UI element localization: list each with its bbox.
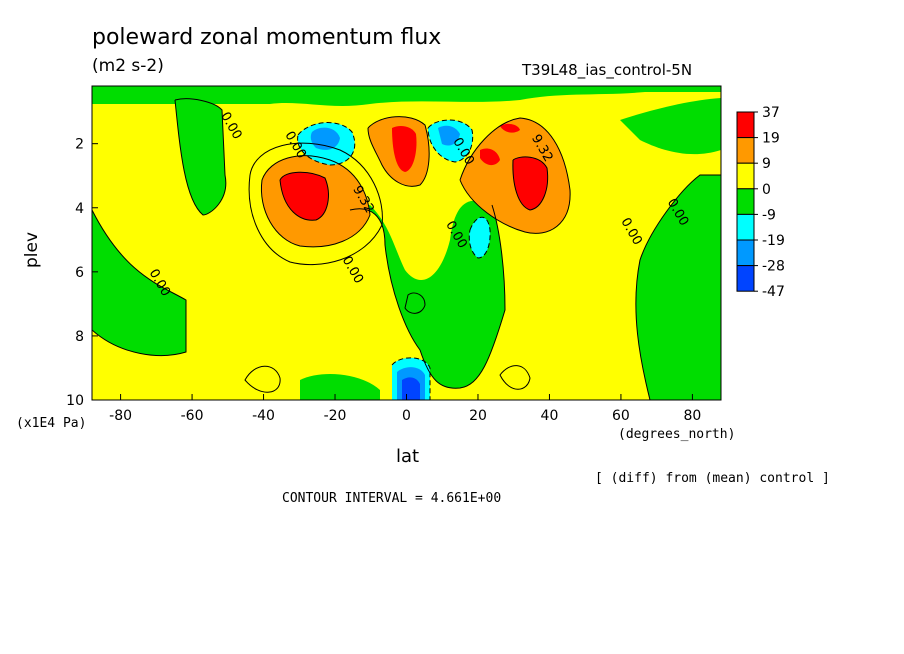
- colorbar-swatch: [736, 111, 755, 139]
- y-tick-label: 6: [75, 265, 84, 281]
- y-tick-label: 2: [75, 137, 84, 153]
- colorbar-label: 37: [762, 105, 780, 121]
- colorbar-label: -47: [762, 284, 785, 300]
- max-red-right: [512, 156, 548, 210]
- contour-interval: CONTOUR INTERVAL = 4.661E+00: [282, 491, 502, 506]
- y-axis: 2 4 6 8 10: [66, 137, 98, 409]
- colorbar-swatch: [736, 137, 755, 164]
- x-tick-label: 0: [402, 408, 411, 424]
- y-tick-label: 4: [75, 201, 84, 217]
- x-tick-label: -20: [324, 408, 347, 424]
- contour-field: [92, 86, 721, 400]
- x-tick-label: 80: [683, 408, 701, 424]
- x-axis: -80 -60 -40 -20 0 20 40 60 80: [109, 394, 701, 424]
- max-red-center: [392, 126, 417, 172]
- colorbar-swatch: [736, 213, 755, 241]
- colorbar-label: 0: [762, 182, 771, 198]
- colorbar-label: 9: [762, 156, 771, 172]
- colorbar-swatch: [736, 265, 755, 292]
- region-neg-right-band: [620, 98, 721, 155]
- region-neg-central: [350, 200, 505, 389]
- negative-contours: [297, 119, 491, 400]
- chart-units: (m2 s-2): [92, 56, 164, 76]
- max-red-right-upper: [500, 123, 520, 133]
- x-tick-label: -80: [109, 408, 132, 424]
- x-tick-label: 60: [612, 408, 630, 424]
- x-tick-label: 40: [541, 408, 559, 424]
- colorbar-label: -19: [762, 233, 785, 249]
- max-red-left: [280, 172, 329, 221]
- max-red-right-mid: [480, 148, 500, 166]
- min-deep-bottom: [402, 377, 420, 400]
- colorbar-label: 19: [762, 131, 780, 147]
- region-neg-left-upper: [175, 98, 226, 215]
- colorbar-swatch: [736, 239, 755, 267]
- colorbar-label: -28: [762, 259, 785, 275]
- region-neg-left-column: [92, 210, 186, 356]
- y-tick-label: 8: [75, 329, 84, 345]
- region-neg-right: [635, 86, 721, 400]
- x-axis-label: lat: [396, 446, 420, 467]
- min-cyan-mid: [469, 217, 491, 258]
- chart-title: poleward zonal momentum flux: [92, 25, 442, 50]
- colorbar-swatch: [736, 162, 755, 190]
- y-tick-label: 10: [66, 393, 84, 409]
- y-axis-unit: (x1E4 Pa): [16, 416, 87, 431]
- min-blue-center: [438, 125, 460, 146]
- colorbar-label: -9: [762, 207, 776, 223]
- colorbar: 37 19 9 0 -9 -19 -28 -47: [736, 105, 785, 300]
- region-neg-upper-band: [92, 86, 721, 106]
- colorbar-swatch: [736, 188, 755, 215]
- footnote: [ (diff) from (mean) control ]: [595, 471, 830, 486]
- x-axis-unit: (degrees_north): [618, 427, 736, 442]
- x-tick-label: -60: [181, 408, 204, 424]
- x-tick-label: -40: [252, 408, 275, 424]
- region-neg-bottom-mid: [300, 374, 380, 400]
- contour-lines: [92, 98, 721, 400]
- run-label: T39L48_ias_control-5N: [522, 61, 693, 79]
- x-tick-label: 20: [469, 408, 487, 424]
